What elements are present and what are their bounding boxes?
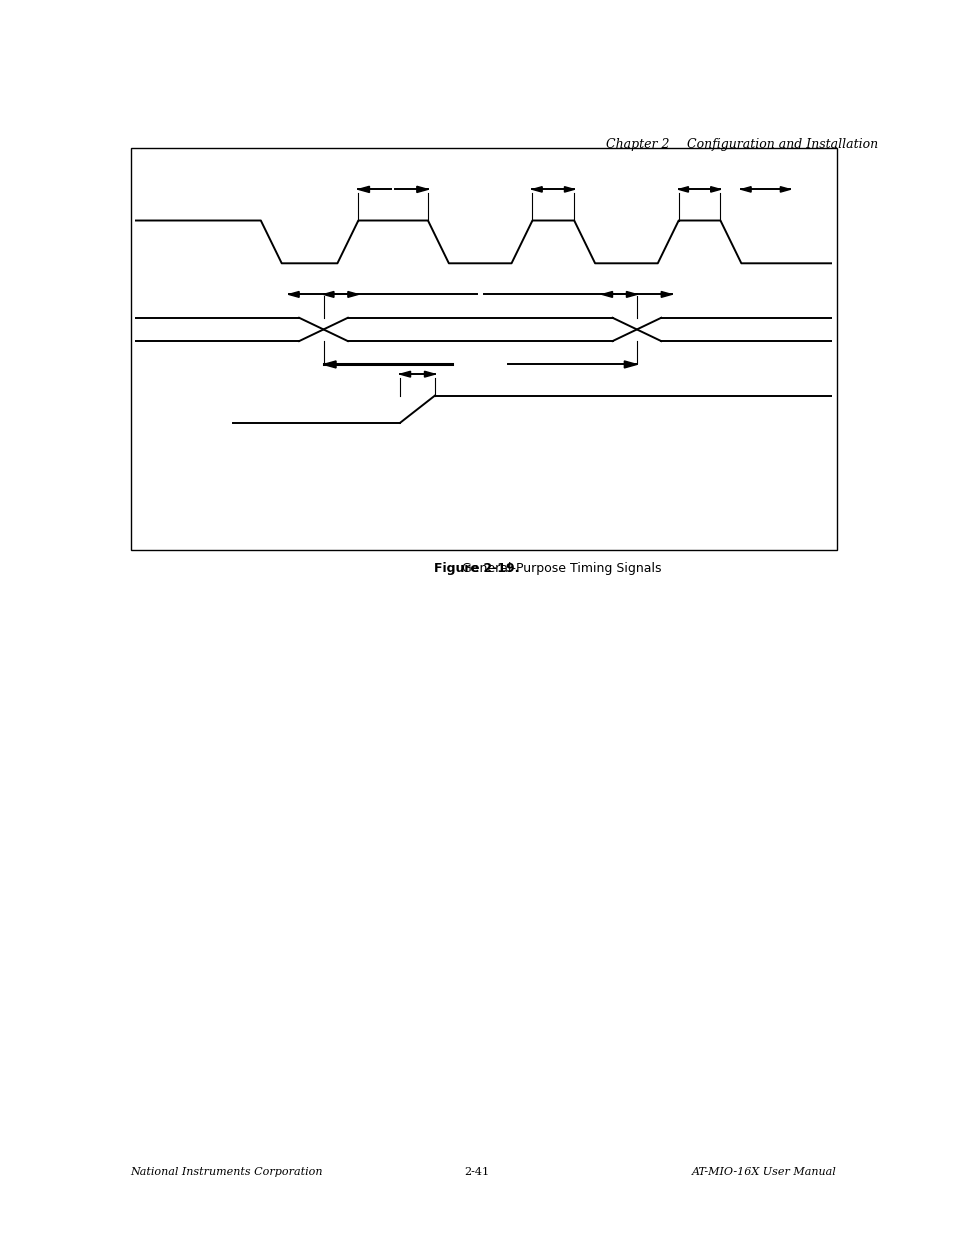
Polygon shape bbox=[678, 186, 688, 193]
Text: National Instruments Corporation: National Instruments Corporation bbox=[131, 1167, 323, 1177]
Polygon shape bbox=[416, 186, 428, 193]
Polygon shape bbox=[601, 291, 612, 298]
Polygon shape bbox=[740, 186, 750, 193]
Text: General-Purpose Timing Signals: General-Purpose Timing Signals bbox=[454, 562, 661, 576]
Polygon shape bbox=[564, 186, 574, 193]
Polygon shape bbox=[532, 186, 541, 193]
Polygon shape bbox=[289, 291, 299, 298]
Polygon shape bbox=[323, 361, 335, 368]
Polygon shape bbox=[780, 186, 789, 193]
Text: Figure 2-19.: Figure 2-19. bbox=[434, 562, 519, 576]
Polygon shape bbox=[348, 291, 358, 298]
Text: AT-MIO-16X User Manual: AT-MIO-16X User Manual bbox=[691, 1167, 836, 1177]
Polygon shape bbox=[424, 372, 435, 377]
Text: 2-41: 2-41 bbox=[464, 1167, 489, 1177]
Polygon shape bbox=[323, 291, 334, 298]
Polygon shape bbox=[660, 291, 671, 298]
Text: Chapter 2: Chapter 2 bbox=[605, 137, 669, 151]
Polygon shape bbox=[623, 361, 637, 368]
Polygon shape bbox=[710, 186, 720, 193]
Text: Configuration and Installation: Configuration and Installation bbox=[686, 137, 877, 151]
Polygon shape bbox=[399, 372, 410, 377]
Polygon shape bbox=[626, 291, 637, 298]
Polygon shape bbox=[358, 186, 369, 193]
